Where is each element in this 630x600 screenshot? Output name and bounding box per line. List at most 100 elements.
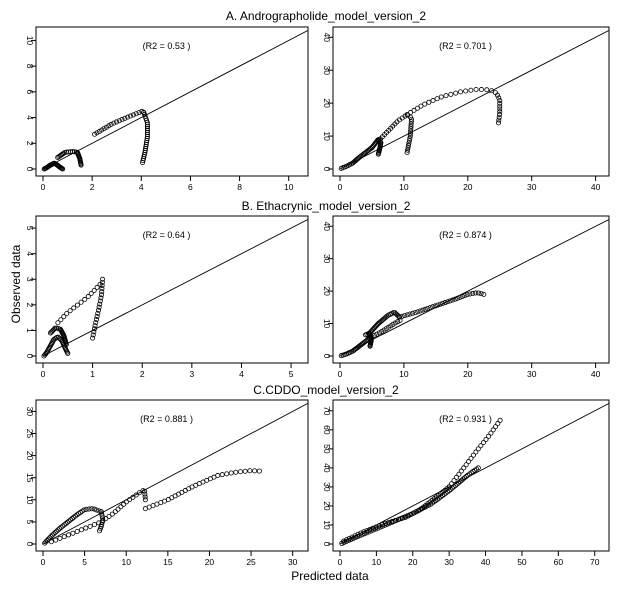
- x-tick-label: 10: [121, 557, 131, 567]
- y-tick-label: 6: [25, 89, 35, 94]
- data-point: [90, 335, 96, 341]
- panel-1: 0 2 4 6 8 10 0 2 4 6 8 10 (R2 = 0.53 ): [25, 26, 309, 192]
- data-point: [484, 87, 490, 93]
- data-point: [497, 112, 503, 118]
- data-point: [396, 314, 402, 320]
- y-tick-label: 4: [25, 115, 35, 120]
- data-point: [408, 512, 414, 518]
- data-point: [125, 114, 131, 120]
- data-point: [497, 98, 503, 104]
- r2-annotation: (R2 = 0.931 ): [439, 414, 492, 424]
- data-point: [435, 302, 441, 308]
- y-tick-label: 1: [25, 328, 35, 333]
- data-point: [118, 504, 124, 510]
- data-point: [493, 424, 499, 430]
- data-point: [420, 307, 426, 313]
- data-point: [456, 471, 462, 477]
- panel-frame: [35, 215, 309, 364]
- data-point: [473, 449, 479, 455]
- data-point: [140, 158, 146, 164]
- data-point: [78, 299, 84, 305]
- data-point: [98, 295, 104, 301]
- panel-4: 0 10 20 30 40 0 10 20 30 40 (R2 = 0.874 ): [322, 215, 610, 379]
- data-point: [376, 330, 382, 336]
- data-point: [45, 536, 51, 542]
- y-tick-label: 2: [25, 302, 35, 307]
- data-point: [367, 526, 373, 532]
- x-tick-label: 0: [41, 557, 46, 567]
- identity-line: [42, 402, 308, 545]
- data-point: [142, 491, 148, 497]
- data-point: [462, 293, 468, 299]
- data-point: [346, 535, 352, 541]
- data-point: [407, 311, 413, 317]
- data-point: [256, 468, 262, 474]
- data-point: [422, 306, 428, 312]
- data-point: [463, 462, 469, 468]
- data-point: [434, 96, 440, 102]
- y-tick-label: 15: [25, 473, 35, 483]
- data-point: [127, 497, 133, 503]
- data-point: [496, 95, 502, 101]
- data-point: [408, 126, 414, 132]
- data-point: [432, 303, 438, 309]
- data-point: [65, 350, 71, 356]
- y-tick-label: 30: [25, 407, 35, 417]
- r2-annotation: (R2 = 0.53 ): [143, 41, 191, 51]
- data-point: [430, 304, 436, 310]
- x-tick-label: 5: [289, 369, 294, 379]
- data-point: [355, 531, 361, 537]
- data-point: [67, 308, 73, 314]
- data-point: [448, 91, 454, 97]
- data-point: [215, 473, 221, 479]
- data-point: [85, 294, 91, 300]
- data-point: [405, 145, 411, 151]
- x-tick-label: 8: [237, 182, 242, 192]
- data-point: [366, 335, 372, 341]
- data-point: [468, 87, 474, 93]
- panel-frame: [35, 399, 309, 552]
- data-point: [100, 518, 106, 524]
- data-point: [96, 304, 102, 310]
- data-point: [456, 480, 462, 486]
- data-point: [481, 291, 487, 297]
- data-point: [54, 528, 60, 534]
- x-tick-label: 60: [554, 557, 564, 567]
- data-point: [395, 313, 401, 319]
- data-point: [490, 427, 496, 433]
- data-point: [51, 531, 57, 537]
- data-point: [49, 532, 55, 538]
- data-point: [483, 436, 489, 442]
- data-point: [109, 511, 115, 517]
- data-point: [83, 525, 89, 531]
- y-tick-label: 30: [322, 254, 332, 264]
- data-point: [446, 484, 452, 490]
- data-point: [74, 528, 80, 534]
- data-point: [133, 492, 139, 498]
- data-point: [463, 88, 469, 94]
- data-point: [74, 302, 80, 308]
- data-point: [55, 527, 61, 533]
- data-point: [127, 113, 133, 119]
- data-point: [402, 313, 408, 319]
- section-title-b: B. Ethacrynic_model_version_2: [242, 199, 411, 213]
- data-point: [90, 332, 96, 338]
- data-point: [91, 506, 97, 512]
- data-point: [404, 112, 410, 118]
- data-point: [94, 313, 100, 319]
- data-point: [373, 524, 379, 530]
- data-point: [460, 476, 466, 482]
- x-tick-label: 4: [139, 182, 144, 192]
- data-point: [99, 292, 105, 298]
- y-tick-label: 20: [322, 286, 332, 296]
- data-point: [468, 455, 474, 461]
- data-point: [497, 417, 503, 423]
- data-point: [237, 469, 243, 475]
- x-tick-label: 40: [591, 182, 601, 192]
- x-tick-label: 15: [163, 557, 173, 567]
- identity-line: [42, 29, 308, 170]
- data-point: [92, 323, 98, 329]
- data-point: [443, 93, 449, 99]
- data-point: [462, 475, 468, 481]
- x-tick-label: 20: [463, 182, 473, 192]
